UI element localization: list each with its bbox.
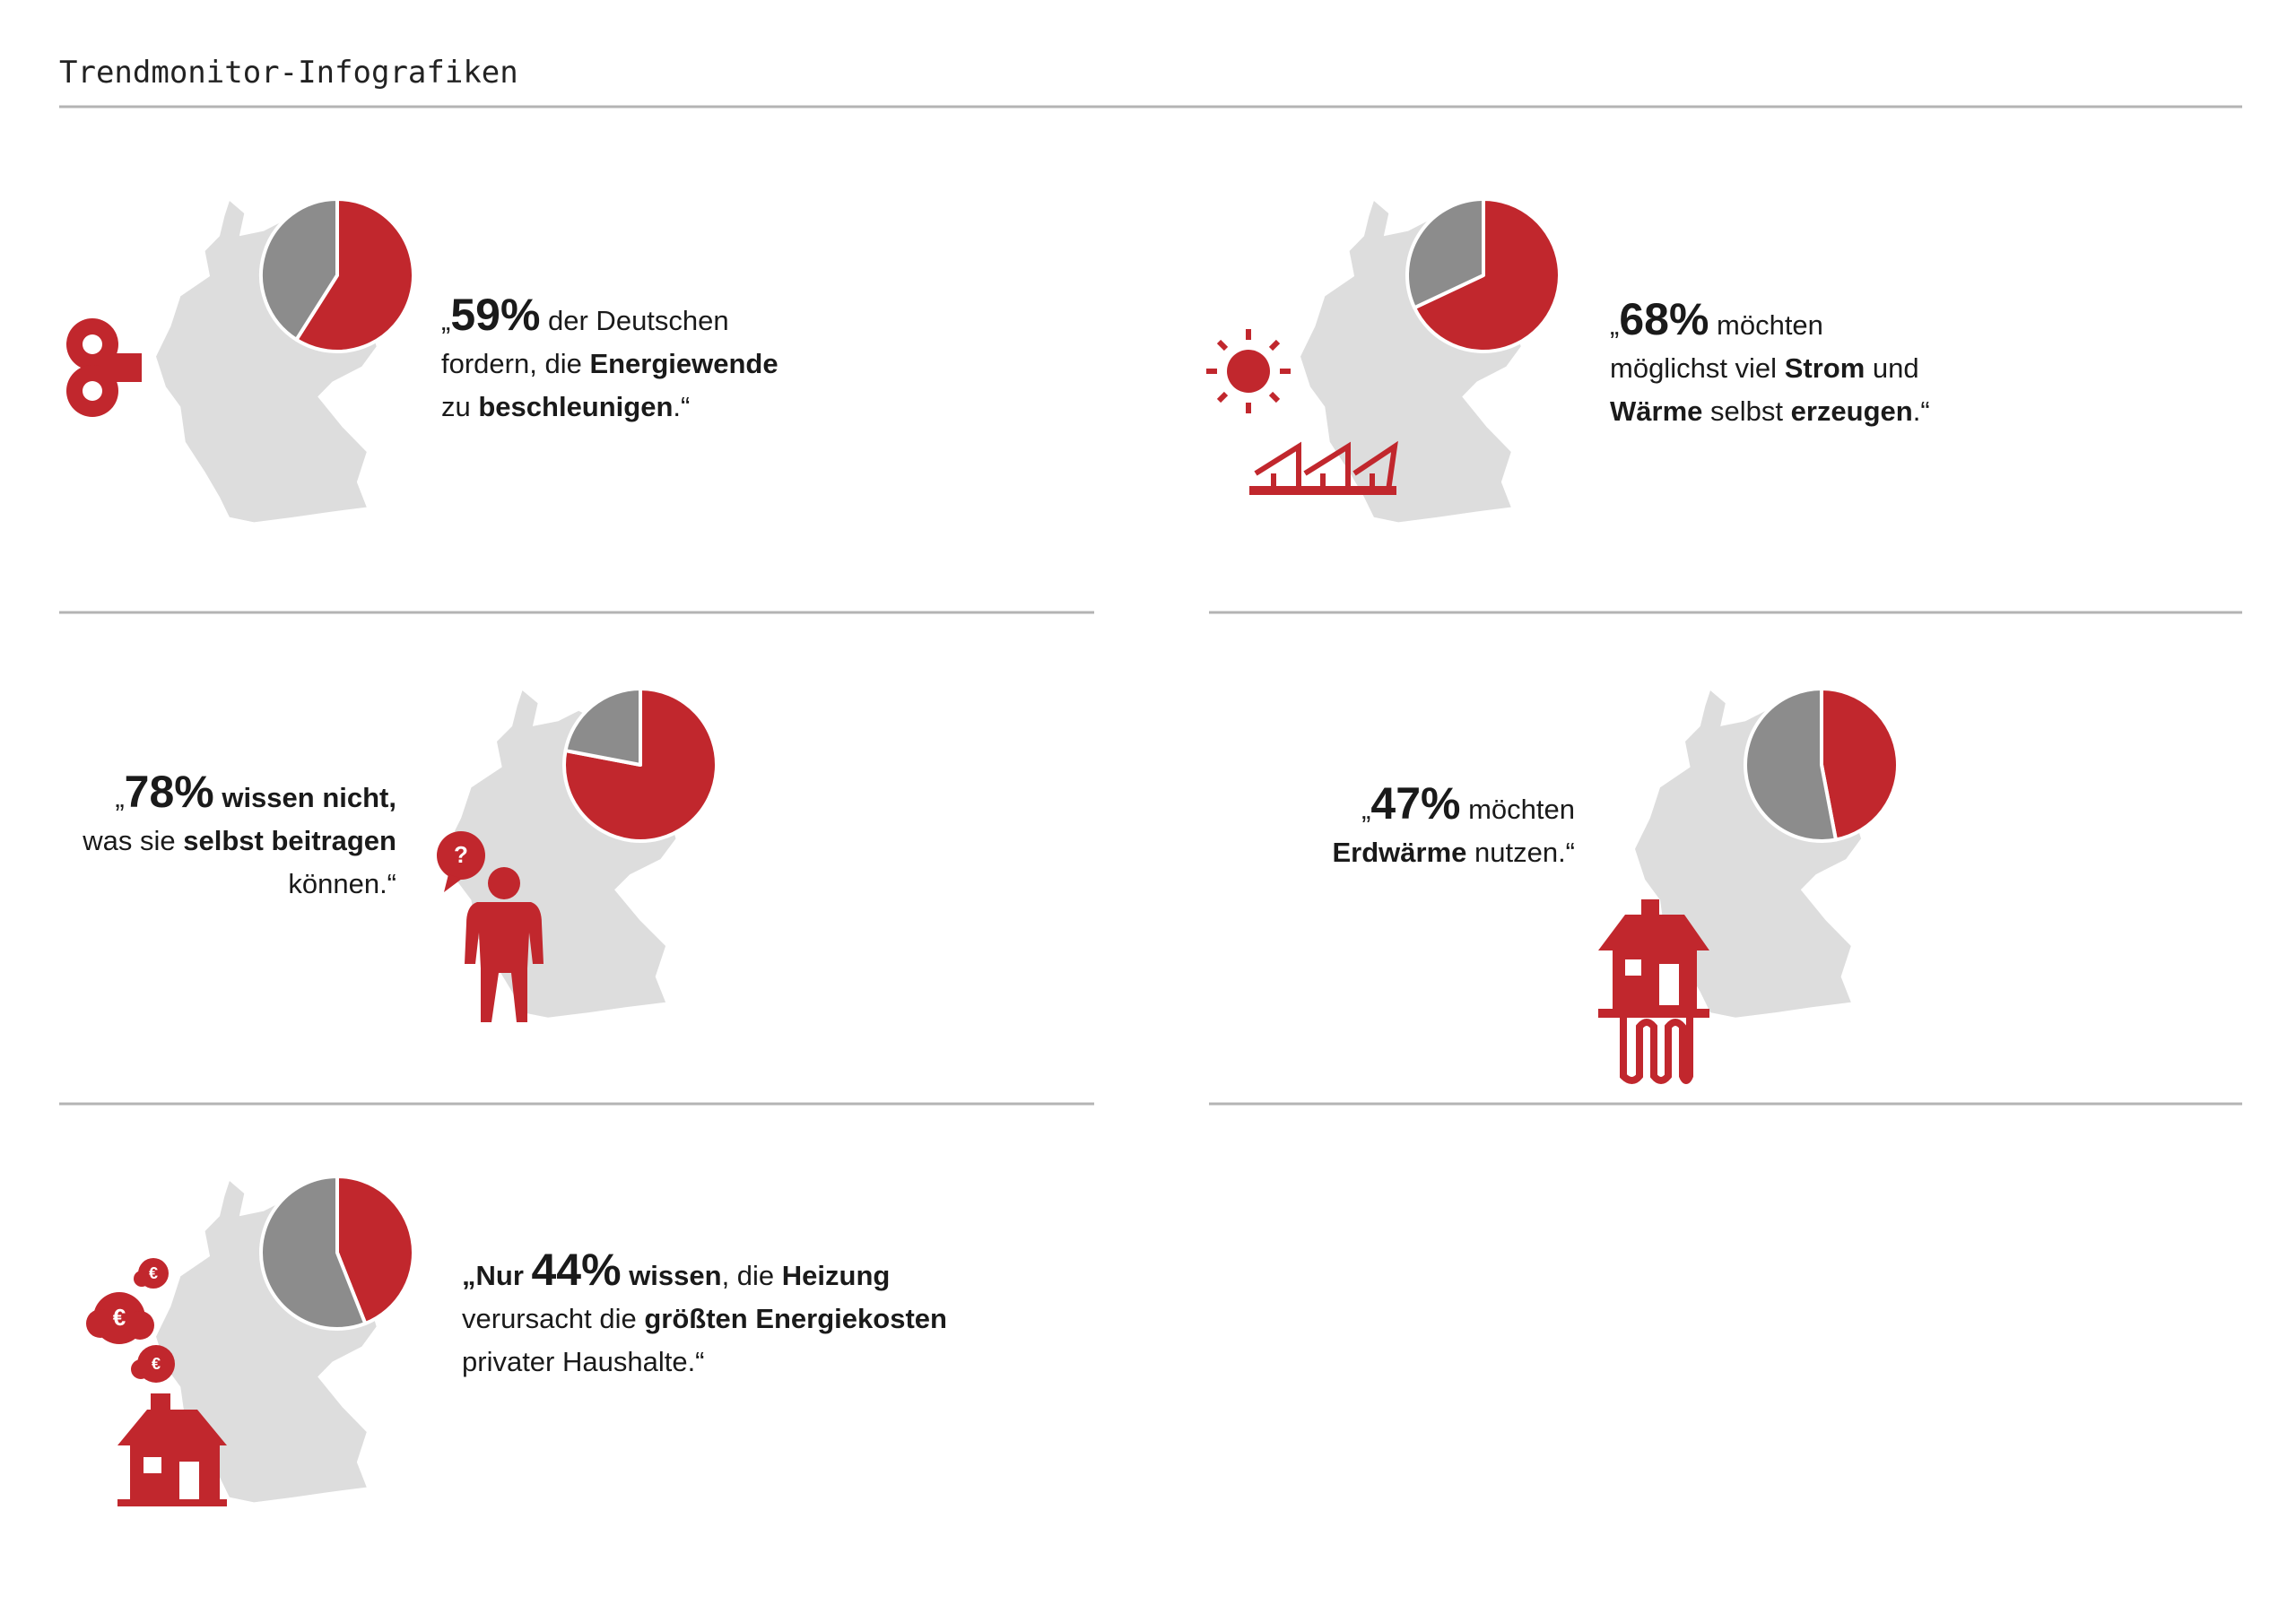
caption-run: zu xyxy=(441,391,478,422)
caption-run: „Nur xyxy=(462,1260,532,1291)
icon-label: € xyxy=(149,1264,158,1282)
caption-run: möchten xyxy=(1709,309,1823,341)
caption-run: fordern, die xyxy=(441,348,589,379)
pie-slice xyxy=(563,687,642,767)
pie-slice xyxy=(1820,687,1900,842)
percent-figure: 78% xyxy=(125,767,214,817)
page-title: Trendmonitor-Infografiken xyxy=(59,55,518,91)
caption-run: Heizung xyxy=(782,1260,891,1291)
caption-line: „Nur 44% wissen, die Heizung xyxy=(462,1245,890,1295)
pie-slice xyxy=(1405,197,1485,310)
caption-run: , die xyxy=(722,1260,782,1291)
pie-slice xyxy=(562,687,718,843)
caption-line: Wärme selbst erzeugen.“ xyxy=(1610,395,1930,427)
caption-run: Wärme xyxy=(1610,395,1702,427)
caption-run: wissen nicht, xyxy=(214,782,396,813)
percent-figure: 44% xyxy=(532,1245,622,1295)
caption-run: „ xyxy=(115,782,124,813)
caption-run: privater Haushalte.“ xyxy=(462,1346,705,1377)
caption-run: der Deutschen xyxy=(540,305,728,336)
caption-run: beschleunigen xyxy=(478,391,673,422)
caption-run: .“ xyxy=(673,391,690,422)
caption-line: Erdwärme nutzen.“ xyxy=(1332,837,1575,868)
caption-run: „ xyxy=(1361,794,1370,825)
key-icon xyxy=(66,318,142,417)
pie-slice xyxy=(259,197,339,342)
caption-run: können.“ xyxy=(288,868,396,899)
caption-line: fordern, die Energiewende xyxy=(441,348,778,379)
pie-slice xyxy=(1413,197,1561,353)
caption-line: „78% wissen nicht, xyxy=(115,767,396,817)
caption-run: wissen xyxy=(622,1260,722,1291)
geothermal-house-icon xyxy=(1598,899,1709,1084)
icon-label: ? xyxy=(454,841,468,868)
percent-figure: 59% xyxy=(450,290,540,340)
caption-run: selbst beitragen xyxy=(183,825,396,856)
caption-run: Energiewende xyxy=(589,348,778,379)
pie-slice xyxy=(335,1175,415,1326)
solar-icon xyxy=(1206,329,1398,495)
percent-figure: 47% xyxy=(1370,778,1460,829)
percent-figure: 68% xyxy=(1619,294,1709,344)
caption-run: Erdwärme xyxy=(1332,837,1466,868)
caption-line: privater Haushalte.“ xyxy=(462,1346,705,1377)
caption-line: was sie selbst beitragen xyxy=(82,825,396,856)
pie-slice xyxy=(294,197,415,353)
caption-run: größten Energiekosten xyxy=(644,1303,947,1334)
person-icon xyxy=(437,831,544,1022)
caption-run: verursacht die xyxy=(462,1303,644,1334)
caption-line: „47% möchten xyxy=(1361,778,1575,829)
caption-run: möchten xyxy=(1460,794,1575,825)
icon-label: € xyxy=(113,1304,126,1331)
caption-run: nutzen.“ xyxy=(1466,837,1575,868)
icon-label: € xyxy=(152,1355,161,1373)
caption-run: .“ xyxy=(1913,395,1930,427)
heating-house-icon xyxy=(86,1258,227,1506)
caption-line: zu beschleunigen.“ xyxy=(441,391,690,422)
caption-run: möglichst viel xyxy=(1610,352,1785,384)
pie-slice xyxy=(1744,687,1838,843)
maps xyxy=(156,201,1861,1503)
caption-line: können.“ xyxy=(288,868,396,899)
caption-run: was sie xyxy=(82,825,183,856)
pie-slice xyxy=(259,1175,368,1331)
caption-line: „59% der Deutschen xyxy=(441,290,729,340)
caption-line: verursacht die größten Energiekosten xyxy=(462,1303,947,1334)
caption-run: „ xyxy=(441,305,450,336)
caption-line: möglichst viel Strom und xyxy=(1610,352,1919,384)
caption-run: selbst xyxy=(1702,395,1790,427)
caption-line: „68% möchten xyxy=(1610,294,1823,344)
caption-run: Strom xyxy=(1785,352,1866,384)
caption-run: „ xyxy=(1610,309,1619,341)
caption-run: und xyxy=(1865,352,1918,384)
caption-run: erzeugen xyxy=(1791,395,1913,427)
